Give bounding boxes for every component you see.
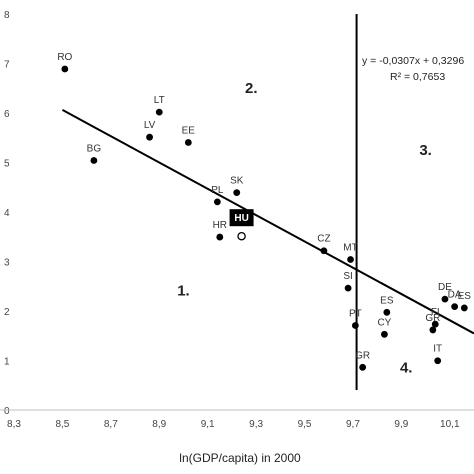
data-point	[429, 326, 437, 334]
data-point	[359, 363, 367, 371]
data-point-label: DA	[448, 290, 462, 301]
data-point-label: GR	[425, 313, 440, 324]
data-point-label: PL	[211, 185, 224, 196]
x-tick-label: 9,5	[298, 419, 312, 430]
y-tick-label: 3	[4, 258, 10, 269]
y-tick-label: 2	[4, 307, 10, 318]
region-label: 1.	[177, 283, 190, 300]
x-tick-label: 8,9	[152, 419, 166, 430]
data-point-label: PT	[349, 309, 362, 320]
x-tick-label: 8,5	[55, 419, 69, 430]
data-point-label: EE	[182, 125, 196, 136]
x-tick-label: 9,7	[346, 419, 360, 430]
data-point-label: RO	[57, 52, 72, 63]
y-tick-label: 8	[4, 10, 10, 21]
x-axis-ticks: 8,3 8,5 8,7 8,9 9,1 9,3 9,5 9,7 9,9 10,1	[7, 419, 460, 430]
data-point-label: SI	[343, 271, 352, 282]
data-point	[460, 304, 468, 312]
data-point	[213, 198, 221, 206]
data-point	[451, 303, 459, 310]
y-tick-label: 5	[4, 159, 10, 170]
regression-line	[61, 109, 474, 335]
data-point-label: LT	[154, 95, 165, 106]
data-point	[381, 330, 388, 338]
x-tick-label: 9,9	[394, 419, 408, 430]
data-point	[434, 357, 442, 365]
x-axis-title: ln(GDP/capita) in 2000	[179, 451, 301, 465]
highlight-label-box	[229, 209, 254, 227]
data-point-label: FI	[431, 307, 440, 318]
data-point	[146, 133, 153, 141]
data-point-label: GR	[355, 350, 370, 361]
x-tick-label: 9,3	[249, 419, 263, 430]
regression-line-group	[61, 109, 474, 335]
data-point	[431, 320, 439, 328]
data-point	[441, 295, 449, 303]
data-point-label: LV	[144, 120, 156, 131]
data-point	[347, 256, 354, 263]
data-point-label: SK	[230, 176, 244, 187]
data-point	[155, 108, 163, 116]
data-point	[383, 308, 391, 316]
y-tick-label: 1	[4, 357, 10, 368]
data-point	[320, 247, 328, 255]
data-point-label: ES	[458, 291, 472, 302]
highlight-point	[237, 231, 246, 241]
y-axis-ticks: 0 1 2 3 4 5 6 7 8	[4, 10, 10, 417]
data-point	[216, 233, 224, 241]
y-tick-label: 7	[4, 60, 10, 71]
data-point	[344, 284, 352, 292]
regression-equation: y = -0,0307x + 0,3296	[362, 55, 464, 67]
x-tick-label: 8,3	[7, 419, 21, 430]
x-tick-label: 10,1	[440, 419, 460, 430]
data-point-label: ES	[380, 295, 394, 306]
data-point-label: CZ	[317, 234, 330, 245]
data-point	[351, 322, 359, 329]
highlight-label: HU	[234, 213, 248, 224]
y-tick-label: 4	[4, 208, 10, 219]
data-point	[184, 139, 192, 146]
data-point	[61, 65, 69, 73]
y-tick-label: 6	[4, 109, 10, 120]
data-point-label: DE	[438, 282, 452, 293]
region-label: 2.	[245, 80, 258, 97]
region-label: 4.	[400, 360, 413, 377]
data-point	[90, 157, 98, 164]
data-point-label: BG	[87, 144, 102, 155]
region-labels: 1. 2. 3. 4.	[177, 80, 432, 376]
data-point-label: CY	[377, 317, 391, 328]
data-point-label: IT	[433, 344, 442, 355]
region-label: 3.	[419, 142, 432, 159]
x-tick-label: 8,7	[104, 419, 118, 430]
data-point	[233, 189, 241, 197]
data-point-label: HR	[213, 220, 227, 231]
regression-r-squared: R² = 0,7653	[390, 71, 445, 83]
y-tick-label: 0	[4, 406, 10, 417]
highlight-group: HU	[229, 209, 254, 241]
x-tick-label: 9,1	[201, 419, 215, 430]
data-point-label: MT	[343, 243, 357, 254]
